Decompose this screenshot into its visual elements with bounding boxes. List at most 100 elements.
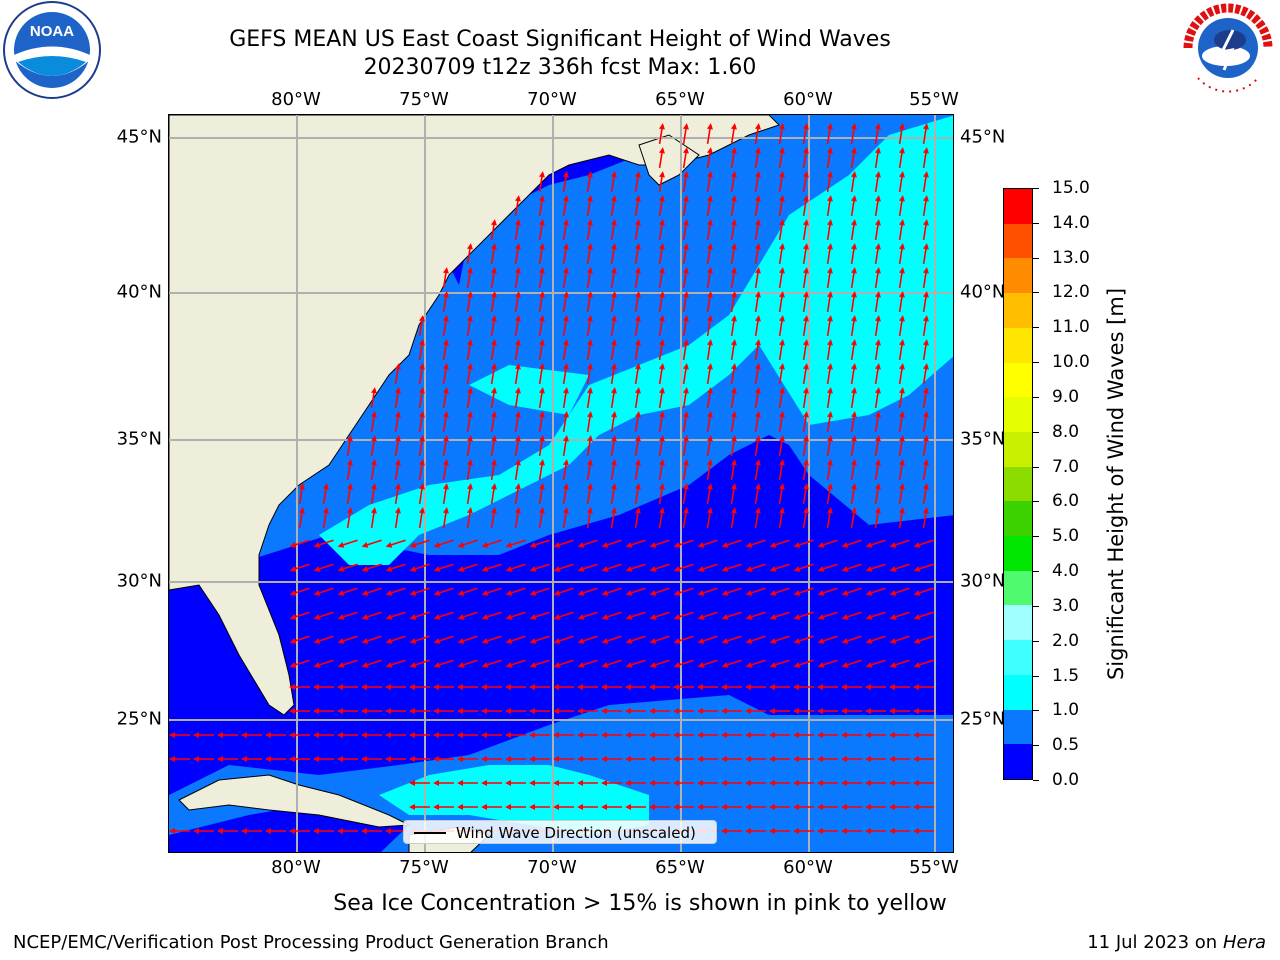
wave-arrow [610, 317, 616, 337]
wave-arrow-head [769, 804, 775, 810]
wave-arrow [322, 485, 328, 505]
wave-arrow-head [769, 638, 777, 644]
wave-arrow-head [827, 267, 833, 274]
wave-arrow-head [865, 542, 873, 548]
wave-arrow-head [889, 732, 895, 738]
colorbar-tick-mark [1033, 640, 1039, 642]
wave-arrow [706, 317, 712, 337]
wave-arrow-head [707, 363, 713, 370]
wave-arrow-head [563, 195, 569, 202]
wave-arrow-head [721, 590, 729, 596]
wave-arrow [778, 125, 784, 145]
wave-arrow-head [827, 507, 833, 514]
wave-arrow-head [467, 291, 473, 298]
wave-arrow-head [361, 542, 369, 548]
wave-arrow-head [779, 387, 785, 394]
wave-arrow-head [649, 566, 657, 572]
wave-arrow-head [865, 804, 871, 810]
wave-arrow-head [755, 195, 761, 202]
wave-arrow-head [913, 684, 919, 690]
colorbar-tick-mark [1033, 222, 1039, 224]
wave-arrow-head [601, 804, 607, 810]
wave-arrow-head [745, 804, 751, 810]
wave-arrow [826, 293, 832, 313]
wave-arrow-head [481, 542, 489, 548]
wave-arrow-head [409, 614, 417, 620]
wave-arrow [514, 197, 520, 217]
wave-arrow-head [553, 804, 559, 810]
wave-arrow [898, 293, 904, 313]
wave-arrow-head [803, 339, 809, 346]
wave-arrow [586, 269, 592, 289]
wave-arrow-head [635, 339, 641, 346]
wave-arrow [394, 461, 400, 481]
wave-arrow-head [625, 566, 633, 572]
wave-arrow-head [683, 267, 689, 274]
wave-arrow-head [529, 780, 535, 786]
wave-arrow-head [443, 291, 449, 298]
wave-arrow-head [913, 542, 921, 548]
wave-arrow [706, 413, 712, 433]
wave-arrow-head [865, 614, 873, 620]
wave-arrow [754, 317, 760, 337]
wave-arrow-head [505, 732, 511, 738]
wave-arrow [658, 173, 664, 193]
wave-arrow [346, 461, 352, 481]
wave-arrow-head [827, 339, 833, 346]
wave-arrow [586, 317, 592, 337]
wave-arrow-head [481, 566, 489, 572]
wave-arrow-head [803, 459, 809, 466]
wave-arrow [730, 341, 736, 361]
wave-arrow-head [745, 684, 751, 690]
wave-arrow-head [899, 123, 905, 130]
wave-arrow-head [635, 195, 641, 202]
wave-arrow [730, 293, 736, 313]
wave-arrow [850, 245, 856, 265]
wave-arrow-head [337, 638, 345, 644]
wave-arrow-head [433, 638, 441, 644]
wave-arrow-head [755, 267, 761, 274]
wave-arrow [754, 461, 760, 481]
wave-arrow [634, 173, 640, 193]
wave-arrow-head [385, 638, 393, 644]
wave-arrow-head [577, 614, 585, 620]
wave-arrow-head [587, 171, 593, 178]
wave-arrow-head [587, 411, 593, 418]
wave-arrow [706, 269, 712, 289]
wave-arrow-head [731, 507, 737, 514]
wave-arrow-head [289, 662, 297, 668]
wave-arrow [514, 317, 520, 337]
wave-arrow-head [673, 614, 681, 620]
wave-arrow [898, 197, 904, 217]
land-nova-scotia [638, 134, 700, 186]
wave-arrow-head [419, 459, 425, 466]
wave-arrow [706, 461, 712, 481]
wave-arrow [538, 221, 544, 241]
wave-arrow-head [899, 243, 905, 250]
wave-arrow-head [779, 435, 785, 442]
wave-arrow [442, 461, 448, 481]
wave-height-map [168, 114, 954, 853]
wave-arrow-head [611, 459, 617, 466]
wave-arrow-head [385, 662, 393, 668]
wave-arrow-head [923, 411, 929, 418]
wave-arrow-head [635, 459, 641, 466]
wave-arrow-head [587, 507, 593, 514]
wave-arrow-head [481, 780, 487, 786]
wave-arrow-head [745, 780, 751, 786]
wave-arrow-head [515, 363, 521, 370]
wave-arrow-head [577, 732, 583, 738]
wave-arrow [586, 509, 592, 529]
wave-arrow-head [433, 566, 441, 572]
wave-arrow-head [635, 267, 641, 274]
wave-arrow-head [731, 291, 737, 298]
wave-arrow-head [481, 638, 489, 644]
wave-arrow-head [649, 614, 657, 620]
wave-arrow [874, 293, 880, 313]
wave-arrow-head [755, 339, 761, 346]
wave-arrow-head [841, 780, 847, 786]
wave-arrow [778, 365, 784, 385]
wave-arrow-head [817, 614, 825, 620]
wave-arrow-head [409, 638, 417, 644]
wave-arrow [778, 389, 784, 409]
